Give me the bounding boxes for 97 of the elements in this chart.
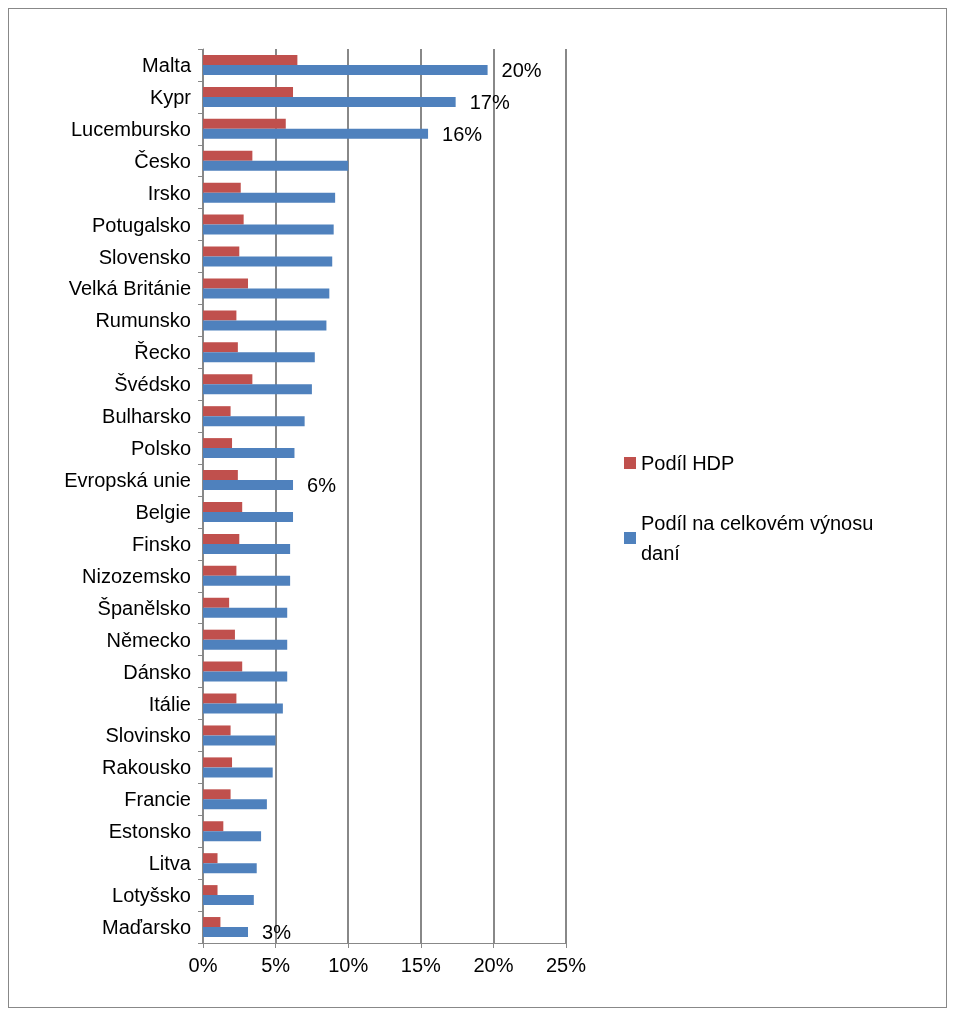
y-tick-label: Řecko — [134, 341, 191, 364]
bar — [203, 342, 238, 353]
x-tick-label: 25% — [545, 954, 587, 976]
y-tick-label: Švédsko — [114, 373, 191, 396]
bar — [203, 384, 312, 395]
y-tick-label: Lotyšsko — [112, 884, 191, 907]
bar — [203, 511, 294, 522]
bar — [203, 789, 231, 800]
y-tick-label: Malta — [142, 53, 192, 76]
y-tick-label: Rakousko — [102, 756, 191, 779]
bar — [203, 671, 288, 682]
y-tick-label: Slovinsko — [105, 724, 191, 747]
bar — [203, 895, 254, 906]
bar — [203, 757, 233, 768]
bar — [203, 799, 267, 810]
bar — [203, 406, 231, 417]
y-tick-label: Itálie — [148, 692, 191, 715]
y-tick-label: Rumunsko — [95, 309, 191, 332]
bar — [203, 639, 288, 650]
bar — [203, 64, 488, 75]
y-tick-label: Lucembursko — [70, 117, 191, 140]
bar — [203, 192, 336, 203]
bar — [203, 693, 237, 704]
bar — [203, 374, 253, 385]
bar — [203, 118, 286, 129]
bar — [203, 352, 315, 363]
bar — [203, 182, 241, 193]
y-tick-label: Maďarsko — [102, 916, 191, 939]
bar — [203, 246, 240, 257]
y-tick-label: Estonsko — [108, 820, 191, 843]
bar — [203, 831, 262, 842]
bar — [203, 86, 294, 97]
bar — [203, 224, 334, 235]
bar — [203, 629, 235, 640]
bar — [203, 150, 253, 161]
bar — [203, 214, 244, 225]
y-tick-label: Dánsko — [123, 660, 191, 683]
bar — [203, 533, 240, 544]
bar — [203, 767, 273, 778]
data-label: 17% — [469, 90, 510, 113]
data-label: 20% — [501, 58, 542, 81]
y-tick-label: Irsko — [147, 181, 191, 204]
bar — [203, 480, 294, 491]
bar — [203, 927, 249, 938]
bar — [203, 725, 231, 736]
bar — [203, 54, 298, 65]
bar — [203, 917, 221, 928]
y-tick-label: Polsko — [130, 437, 191, 460]
y-tick-label: Německo — [106, 628, 191, 651]
bar — [203, 278, 249, 289]
x-tick-label: 5% — [261, 954, 291, 976]
y-tick-label: Česko — [134, 149, 191, 172]
y-tick-label: Evropská unie — [64, 469, 191, 492]
data-label: 6% — [307, 474, 337, 497]
bar — [203, 821, 224, 832]
y-tick-label: Slovensko — [98, 245, 191, 268]
bar — [203, 470, 238, 481]
y-tick-label: Kypr — [149, 85, 192, 108]
x-tick-label: 20% — [473, 954, 514, 976]
bar — [203, 256, 333, 267]
bar — [203, 160, 349, 171]
legend-label: Podíl na celkovém výnosu daní — [641, 512, 879, 564]
x-tick-label: 15% — [400, 954, 442, 976]
bar — [203, 310, 237, 321]
bar — [203, 565, 237, 576]
bar — [203, 703, 283, 714]
bar — [203, 320, 327, 331]
y-tick-label: Španělsko — [97, 596, 191, 619]
x-tick-label: 10% — [328, 954, 369, 976]
bar — [203, 607, 288, 618]
data-label: 3% — [262, 921, 292, 944]
bar — [203, 96, 456, 107]
bar — [203, 543, 291, 554]
bar — [203, 735, 276, 746]
bar — [203, 863, 257, 874]
bar — [203, 661, 243, 672]
y-tick-label: Nizozemsko — [82, 564, 191, 587]
y-tick-label: Francie — [124, 788, 191, 811]
bar — [203, 438, 233, 449]
y-tick-label: Finsko — [132, 532, 191, 555]
bar — [203, 416, 305, 427]
y-tick-label: Belgie — [135, 500, 191, 523]
bar — [203, 288, 330, 299]
x-tick-label: 0% — [188, 954, 218, 976]
bar — [203, 128, 429, 139]
bar — [203, 575, 291, 586]
legend-label: Podíl HDP — [641, 452, 735, 474]
bar — [203, 597, 230, 608]
y-tick-label: Litva — [148, 852, 192, 875]
bar — [203, 885, 218, 896]
bar — [203, 501, 243, 512]
y-tick-label: Bulharsko — [102, 405, 191, 428]
bar — [203, 853, 218, 864]
data-label: 16% — [442, 122, 483, 145]
bar — [203, 448, 295, 459]
y-tick-label: Velká Británie — [68, 277, 191, 300]
y-tick-label: Potugalsko — [92, 213, 191, 236]
